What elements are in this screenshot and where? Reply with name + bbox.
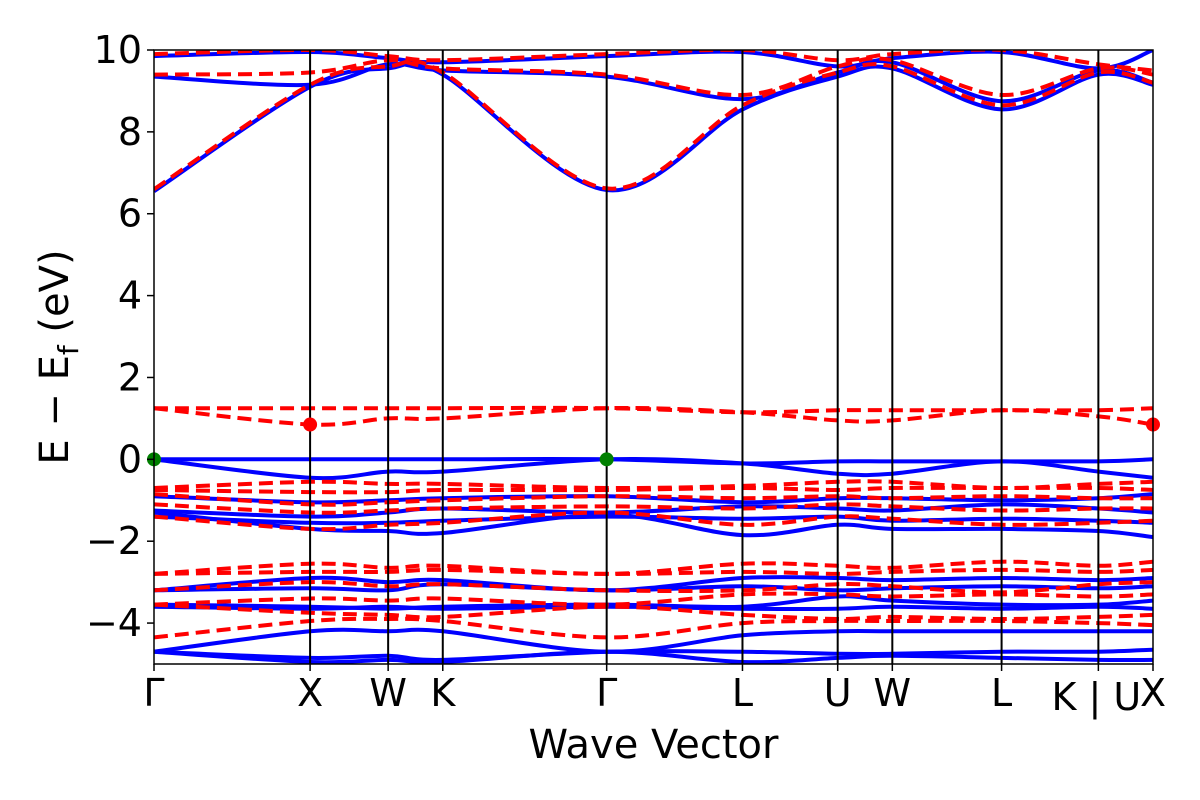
y-tick-label-2: 0 bbox=[118, 437, 142, 481]
spin-down-band-0 bbox=[154, 58, 1153, 191]
x-tick-label-2: W bbox=[369, 671, 407, 715]
vbm-marker-1 bbox=[599, 452, 614, 467]
cbm-marker-2 bbox=[303, 417, 318, 432]
spin-up-band-9 bbox=[154, 575, 1153, 593]
spin-down-band-6 bbox=[154, 485, 1153, 495]
spin-down-band-8 bbox=[154, 502, 1153, 515]
y-tick-label-6: 8 bbox=[118, 110, 142, 154]
x-tick-label-4: Γ bbox=[596, 671, 617, 715]
y-axis-ticks: −4 −2 0 2 4 6 8 10 bbox=[86, 28, 154, 645]
y-axis-title-main: E − E bbox=[32, 355, 78, 465]
y-tick-label-7: 10 bbox=[94, 28, 142, 72]
spin-up-band-10 bbox=[154, 582, 1153, 593]
spin-up-band-8 bbox=[154, 510, 1153, 540]
y-axis-title-subscript: f bbox=[52, 344, 85, 355]
spin-down-band-14 bbox=[154, 602, 1153, 622]
spin-up-band-14 bbox=[154, 647, 1153, 662]
spin-down-band-7 bbox=[154, 492, 1153, 507]
spin-up-band-2 bbox=[154, 50, 1153, 71]
spin-up-band-1 bbox=[154, 59, 1153, 104]
x-tick-label-3: K bbox=[430, 671, 456, 715]
spin-down-band-2 bbox=[154, 50, 1153, 73]
spin-up-band-7 bbox=[154, 514, 1153, 526]
bands-layer bbox=[154, 50, 1153, 664]
spin-up-band-13 bbox=[154, 627, 1153, 654]
spin-up-band-12 bbox=[154, 604, 1153, 611]
x-tick-label-6: U bbox=[824, 671, 852, 715]
spin-down-band-11 bbox=[154, 567, 1153, 576]
spin-down-band-13 bbox=[154, 591, 1153, 607]
spin-up-band-5 bbox=[154, 492, 1153, 505]
x-axis-title: Wave Vector bbox=[529, 722, 780, 768]
y-tick-label-1: −2 bbox=[86, 519, 142, 563]
x-tick-label-8: L bbox=[991, 671, 1012, 715]
x-tick-label-7: W bbox=[874, 671, 912, 715]
plot-frame bbox=[153, 49, 1154, 665]
x-tick-label-1: X bbox=[297, 671, 323, 715]
y-tick-label-4: 4 bbox=[118, 274, 142, 318]
y-tick-label-0: −4 bbox=[86, 601, 142, 645]
y-axis-title: E − Ef (eV) bbox=[32, 249, 85, 464]
y-axis-title-unit: (eV) bbox=[32, 249, 78, 345]
y-tick-label-3: 2 bbox=[118, 355, 142, 399]
spin-down-band-10 bbox=[154, 559, 1153, 576]
spin-down-band-1 bbox=[154, 56, 1153, 98]
x-tick-label-10: X bbox=[1140, 671, 1166, 715]
spin-up-band-0 bbox=[154, 61, 1153, 193]
spin-up-band-15 bbox=[154, 649, 1153, 664]
spin-down-band-15 bbox=[154, 616, 1153, 640]
y-tick-label-5: 6 bbox=[118, 192, 142, 236]
k-point-lines bbox=[309, 50, 1100, 664]
x-tick-label-0: Γ bbox=[143, 671, 164, 715]
spin-down-band-9 bbox=[154, 510, 1153, 532]
spin-down-band-12 bbox=[154, 580, 1153, 595]
x-tick-label-5: L bbox=[732, 671, 753, 715]
spin-down-band-4 bbox=[154, 405, 1153, 415]
x-tick-label-9: K | U bbox=[1052, 675, 1142, 720]
spin-up-band-4 bbox=[154, 457, 1153, 466]
